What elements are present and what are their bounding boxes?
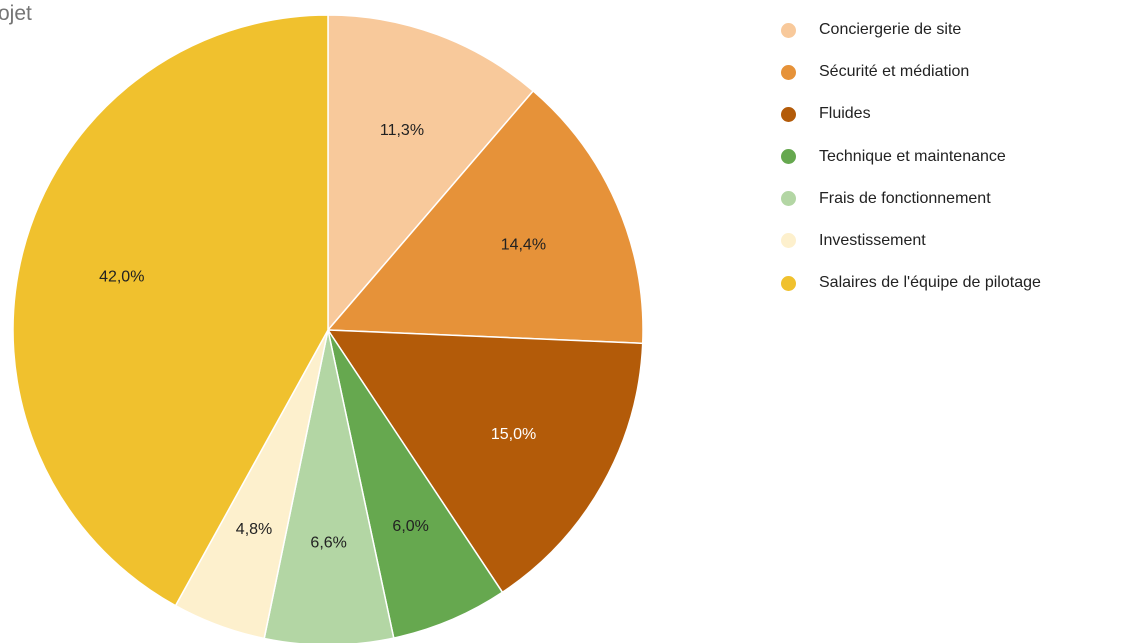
legend-item[interactable]: Fluides	[781, 100, 1041, 128]
legend-label: Conciergerie de site	[819, 21, 962, 38]
legend-swatch	[781, 106, 796, 122]
pie-slice-frais-de-fonctionnement[interactable]	[263, 329, 395, 643]
legend-swatch	[781, 149, 796, 165]
legend-label: Sécurité et médiation	[819, 63, 970, 81]
pie-chart: 11,3% 14,4% 15,0% 6,0% 6,6% 4,8% 42,0%	[12, 14, 644, 643]
legend-item[interactable]: Salaires de l'équipe de pilotage	[781, 269, 1041, 297]
legend-swatch	[781, 233, 796, 249]
legend-swatch	[781, 275, 796, 291]
pie-slice-technique-et-maintenance[interactable]	[327, 329, 504, 639]
pie-slice-label: 11,3%	[380, 122, 424, 139]
pie-slice-label: 6,0%	[392, 518, 428, 535]
pie-slice-label: 42,0%	[99, 268, 144, 285]
pie-slice-salaires-de-l-equipe-de-pilotage[interactable]	[12, 14, 329, 607]
legend-label: Technique et maintenance	[819, 147, 1006, 165]
legend-swatch	[781, 22, 796, 38]
legend-swatch	[781, 191, 796, 207]
legend-item[interactable]: Investissement	[781, 227, 1041, 255]
legend-label: Fluides	[819, 105, 871, 123]
chart-legend: Conciergerie de site Sécurité et médiatio…	[781, 16, 1041, 311]
pie-slice-securite-et-mediation[interactable]	[326, 89, 644, 345]
pie-slice-label: 4,8%	[236, 521, 272, 538]
legend-swatch	[781, 64, 796, 80]
legend-label: Investissement	[819, 231, 926, 249]
pie-slice-fluides[interactable]	[326, 329, 644, 594]
legend-item[interactable]: Sécurité et médiation	[781, 58, 1041, 86]
legend-label: Frais de fonctionnement	[819, 189, 991, 207]
legend-item[interactable]: Technique et maintenance	[781, 143, 1041, 171]
pie-slice-label: 15,0%	[491, 426, 536, 443]
legend-item[interactable]: Conciergerie de site	[781, 16, 1041, 44]
chart-title: ojet	[0, 2, 32, 25]
pie-slice-label: 14,4%	[501, 237, 546, 254]
pie-slice-label: 6,6%	[310, 534, 346, 551]
legend-label: Salaires de l'équipe de pilotage	[819, 274, 1041, 292]
pie-slice-conciergerie-de-site[interactable]	[327, 14, 535, 333]
legend-item[interactable]: Frais de fonctionnement	[781, 185, 1041, 213]
